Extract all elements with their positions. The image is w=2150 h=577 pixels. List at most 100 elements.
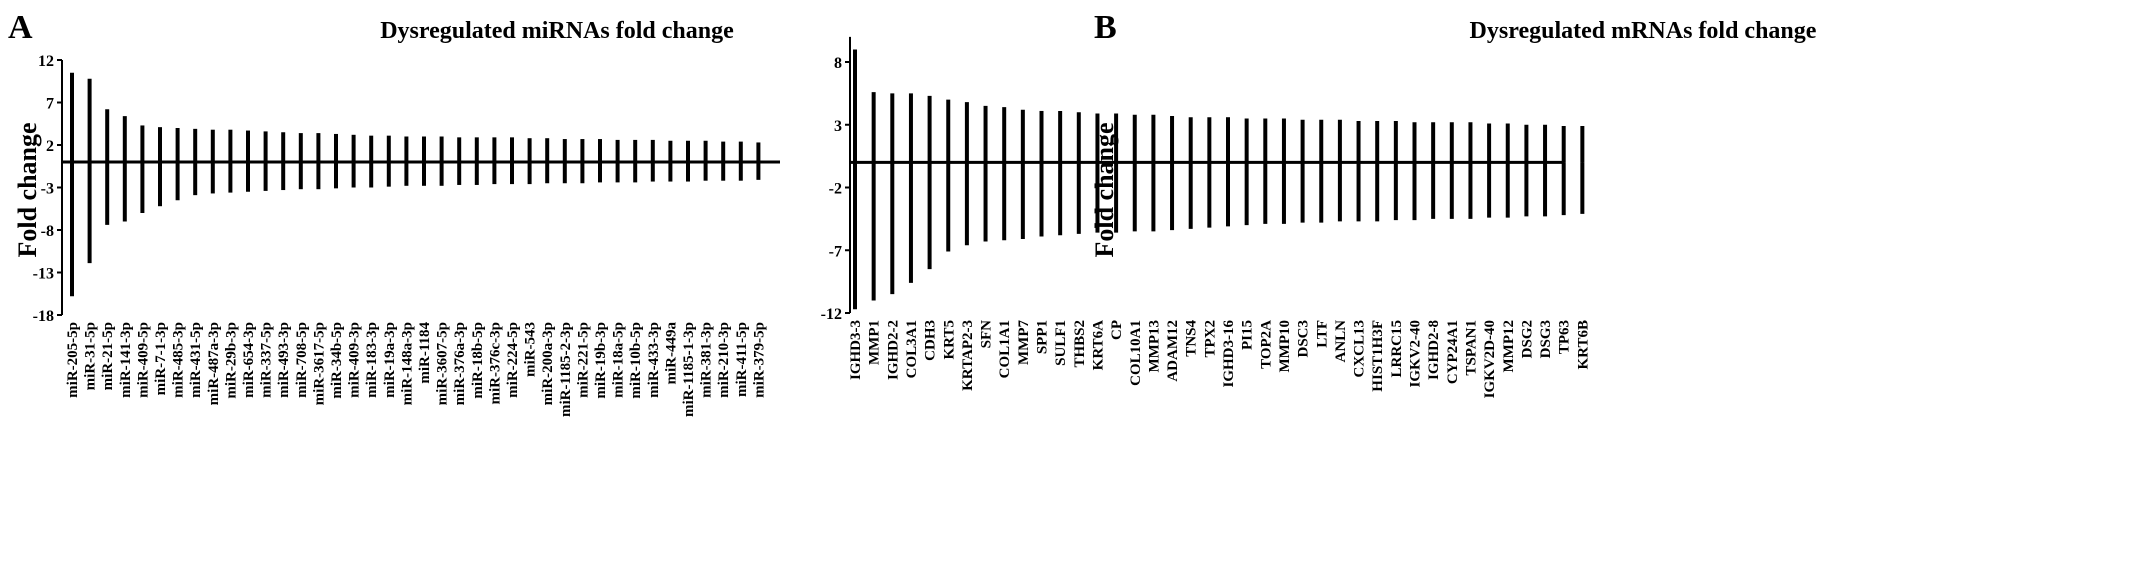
category-label: miR-493-3p bbox=[276, 322, 292, 398]
category-label: TNS4 bbox=[1184, 320, 1200, 357]
category-label: miR-409-5p bbox=[135, 322, 151, 398]
category-label: miR-708-5p bbox=[294, 322, 310, 398]
category-label: miR-485-3p bbox=[171, 322, 187, 398]
category-label: miR-381-3p bbox=[699, 322, 715, 398]
category-label: DSG3 bbox=[1538, 320, 1554, 358]
category-label: miR-34b-5p bbox=[329, 322, 345, 399]
y-ticks-a: 12 7 2 -3 -8 -13 -18 bbox=[33, 53, 62, 325]
y-tick-label: -13 bbox=[33, 266, 54, 283]
category-label: TOP2A bbox=[1258, 320, 1274, 369]
y-axis-label-a: Fold change bbox=[13, 122, 42, 257]
category-label: TP63 bbox=[1557, 320, 1573, 354]
category-label: MMP13 bbox=[1146, 320, 1162, 372]
category-label: miR-31-5p bbox=[83, 322, 99, 390]
category-label: MMP7 bbox=[1016, 320, 1032, 365]
category-label: CYP24A1 bbox=[1445, 320, 1461, 384]
panel-letter-b: B bbox=[1094, 9, 1117, 46]
category-label: CP bbox=[1109, 320, 1125, 340]
category-label: IGKV2D-40 bbox=[1482, 320, 1498, 398]
category-label: DSG2 bbox=[1519, 320, 1535, 358]
chart-title-a: Dysregulated miRNAs fold change bbox=[380, 18, 734, 44]
category-label: miR-379-5p bbox=[751, 322, 767, 398]
category-label: SULF1 bbox=[1053, 320, 1069, 366]
category-label: miR-376a-3p bbox=[452, 322, 468, 405]
category-label: THBS2 bbox=[1072, 320, 1088, 368]
category-label: IGHD2-8 bbox=[1426, 320, 1442, 380]
category-label: miR-18b-5p bbox=[470, 322, 486, 399]
y-tick-label: -8 bbox=[41, 223, 54, 240]
category-label: TSPAN1 bbox=[1463, 320, 1479, 376]
category-label: miR-449a bbox=[663, 322, 679, 385]
category-label: miR-29b-3p bbox=[223, 322, 239, 399]
category-label: miR-200a-3p bbox=[540, 322, 556, 405]
category-label: miR-1185-2-3p bbox=[558, 322, 574, 417]
category-label: ANLN bbox=[1333, 320, 1349, 363]
category-label: TPX2 bbox=[1202, 320, 1218, 358]
category-label: miR-543 bbox=[523, 322, 539, 377]
category-label: miR-19b-3p bbox=[593, 322, 609, 399]
category-label: IGKV2-40 bbox=[1408, 320, 1424, 388]
category-label: miR-3617-5p bbox=[311, 322, 327, 405]
category-label: PI15 bbox=[1240, 320, 1256, 350]
category-label: miR-18a-5p bbox=[611, 322, 627, 398]
category-label: MMP1 bbox=[867, 320, 883, 365]
category-label: miR-411-5p bbox=[734, 322, 750, 397]
category-label: miR-7-1-3p bbox=[153, 322, 169, 395]
category-label: CDH3 bbox=[923, 320, 939, 361]
y-ticks-b: 8 3 -2 -7 -12 bbox=[821, 55, 850, 323]
category-label: MMP10 bbox=[1277, 320, 1293, 372]
category-label: miR-376c-3p bbox=[487, 322, 503, 405]
category-label: KRT5 bbox=[941, 320, 957, 359]
y-tick-label: -7 bbox=[829, 243, 842, 260]
category-label: miR-210-3p bbox=[716, 322, 732, 398]
category-label: miR-1185-1-3p bbox=[681, 322, 697, 417]
y-tick-label: 3 bbox=[834, 118, 842, 135]
category-labels-b: IGHD3-3 MMP1 IGHD2-2 COL3A1 CDH3 KRT5 KRTAP2-3… bbox=[848, 320, 1591, 399]
category-label: miR-224-5p bbox=[505, 322, 521, 398]
bars-b bbox=[853, 49, 1585, 310]
category-label: miR-487a-3p bbox=[206, 322, 222, 405]
category-label: HIST1H3F bbox=[1370, 320, 1386, 392]
category-label: CXCL13 bbox=[1352, 320, 1368, 378]
category-label: KRTAP2-3 bbox=[960, 320, 976, 391]
category-label: miR-148a-3p bbox=[399, 322, 415, 405]
y-tick-label: -2 bbox=[829, 181, 842, 198]
y-tick-label: 7 bbox=[46, 96, 54, 113]
y-tick-label: -3 bbox=[41, 181, 54, 198]
category-label: miR-431-5p bbox=[188, 322, 204, 398]
category-label: IGHD3-3 bbox=[848, 320, 864, 380]
category-label: miR-3607-5p bbox=[435, 322, 451, 405]
category-label: ADAM12 bbox=[1165, 320, 1181, 382]
category-label: IGHD2-2 bbox=[885, 320, 901, 380]
category-label: miR-141-3p bbox=[118, 322, 134, 398]
y-tick-label: -18 bbox=[33, 308, 54, 325]
category-label: miR-21-5p bbox=[100, 322, 116, 390]
category-label: miR-205-5p bbox=[65, 322, 81, 398]
category-label: miR-654-3p bbox=[241, 322, 257, 398]
category-label: miR-221-5p bbox=[575, 322, 591, 398]
category-label: LRRC15 bbox=[1389, 320, 1405, 378]
y-tick-label: 2 bbox=[46, 138, 54, 155]
category-label: miR-409-3p bbox=[347, 322, 363, 398]
panel-letter-a: A bbox=[8, 9, 33, 46]
category-label: miR-1184 bbox=[417, 322, 433, 384]
category-label: IGHD3-16 bbox=[1221, 320, 1237, 388]
category-label: miR-337-5p bbox=[259, 322, 275, 398]
y-tick-label: 8 bbox=[834, 55, 842, 72]
category-label: miR-19a-3p bbox=[382, 322, 398, 398]
axes-a bbox=[61, 60, 780, 315]
panel-a: A Dysregulated miRNAs fold change Fold c… bbox=[8, 9, 780, 417]
category-label: DSC3 bbox=[1296, 320, 1312, 358]
category-label: LTF bbox=[1314, 320, 1330, 348]
y-tick-label: -12 bbox=[821, 306, 842, 323]
panel-b: B Dysregulated mRNAs fold change Fold ch… bbox=[821, 9, 1817, 398]
chart-title-b: Dysregulated mRNAs fold change bbox=[1470, 18, 1817, 44]
category-label: COL1A1 bbox=[997, 320, 1013, 378]
category-label: COL3A1 bbox=[904, 320, 920, 378]
category-label: miR-433-3p bbox=[646, 322, 662, 398]
y-tick-label: 12 bbox=[38, 53, 54, 70]
category-label: KRT6A bbox=[1090, 320, 1106, 370]
category-label: SPP1 bbox=[1035, 320, 1051, 354]
category-label: KRT6B bbox=[1575, 320, 1591, 369]
